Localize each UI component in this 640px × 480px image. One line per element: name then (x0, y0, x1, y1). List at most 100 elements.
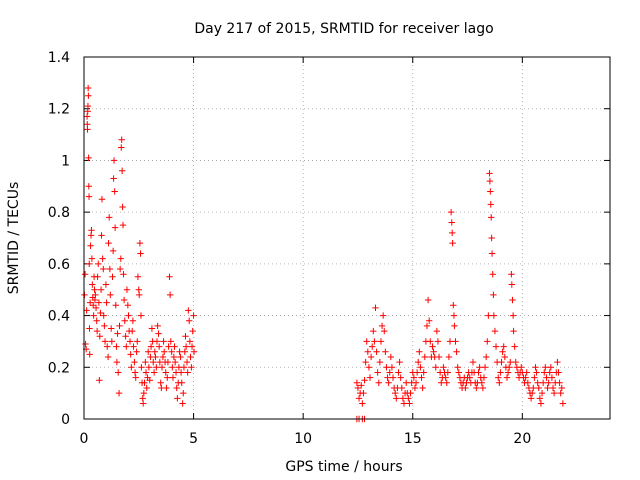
data-point (169, 374, 177, 381)
data-point (442, 374, 449, 381)
y-tick-label: 0.4 (48, 309, 70, 325)
data-point (448, 219, 455, 226)
data-point (544, 384, 551, 392)
data-point (369, 343, 376, 350)
data-point (488, 250, 496, 257)
data-point (375, 379, 382, 386)
data-point (116, 322, 123, 330)
data-point (123, 343, 130, 350)
data-point (400, 400, 408, 407)
data-point (160, 338, 167, 345)
data-point (449, 239, 456, 247)
data-point (132, 374, 139, 381)
data-point (118, 136, 125, 143)
data-point (130, 343, 137, 350)
data-point (499, 348, 506, 355)
data-point (145, 364, 153, 371)
data-point (360, 389, 367, 397)
data-point (97, 286, 105, 293)
data-point (94, 273, 101, 280)
data-point (164, 358, 172, 366)
data-point (427, 338, 434, 345)
x-tick-label: 0 (80, 431, 89, 447)
data-point (522, 374, 529, 381)
data-point (84, 102, 92, 110)
data-point (166, 291, 174, 299)
data-point (121, 317, 128, 324)
data-point (187, 353, 194, 361)
data-point (557, 389, 564, 397)
data-point (136, 291, 143, 299)
data-point (361, 377, 368, 384)
data-point (435, 353, 443, 361)
y-tick-label: 1 (61, 153, 70, 169)
data-point (486, 170, 493, 177)
data-point (92, 304, 100, 312)
data-point (438, 379, 445, 386)
data-point (148, 325, 156, 332)
data-point (505, 364, 513, 371)
data-point (491, 327, 499, 335)
data-point (138, 364, 145, 371)
data-point (374, 369, 381, 376)
data-point (420, 369, 427, 376)
data-point (453, 348, 460, 355)
data-point (392, 389, 399, 397)
data-point (500, 343, 507, 350)
x-tick-label: 10 (294, 431, 312, 447)
data-point (488, 214, 495, 221)
data-point (429, 343, 436, 350)
data-point (185, 307, 192, 314)
data-point (153, 364, 160, 371)
data-point (558, 384, 565, 392)
data-point (98, 196, 106, 203)
data-point (83, 113, 91, 120)
data-point (425, 317, 433, 324)
data-point (150, 358, 157, 366)
y-tick-label: 0 (61, 412, 70, 428)
data-point (455, 369, 462, 376)
data-point (143, 384, 150, 392)
data-point (486, 177, 494, 185)
data-point (165, 343, 172, 350)
data-point (481, 364, 489, 371)
data-point (475, 369, 482, 376)
data-point (188, 343, 196, 350)
plot-frame (83, 56, 611, 420)
data-point (88, 255, 96, 262)
data-point (137, 250, 144, 257)
data-point (359, 400, 366, 407)
data-point (104, 353, 112, 361)
data-point (155, 343, 163, 350)
data-point (559, 400, 567, 407)
data-point (85, 154, 92, 162)
data-point (534, 379, 541, 386)
data-point (476, 364, 483, 371)
data-point (86, 325, 93, 332)
data-point (546, 369, 553, 376)
data-point (85, 183, 93, 190)
data-point (110, 175, 117, 182)
data-point (178, 379, 185, 386)
data-point (480, 374, 488, 381)
data-point (123, 286, 131, 293)
data-point (131, 369, 139, 376)
data-point (106, 265, 114, 273)
data-point (512, 358, 519, 366)
data-point (142, 369, 150, 376)
data-point (366, 374, 374, 381)
data-point (81, 271, 89, 278)
data-point (388, 364, 396, 371)
data-point (84, 126, 91, 133)
data-point (106, 214, 113, 221)
data-point (353, 379, 361, 386)
data-point (179, 400, 186, 407)
data-point (485, 312, 492, 319)
data-point (412, 379, 420, 386)
data-point (114, 330, 121, 337)
data-point (91, 286, 98, 293)
data-point (407, 389, 414, 397)
data-point (495, 374, 502, 381)
y-tick-label: 0.6 (48, 257, 70, 273)
data-point (134, 338, 141, 345)
